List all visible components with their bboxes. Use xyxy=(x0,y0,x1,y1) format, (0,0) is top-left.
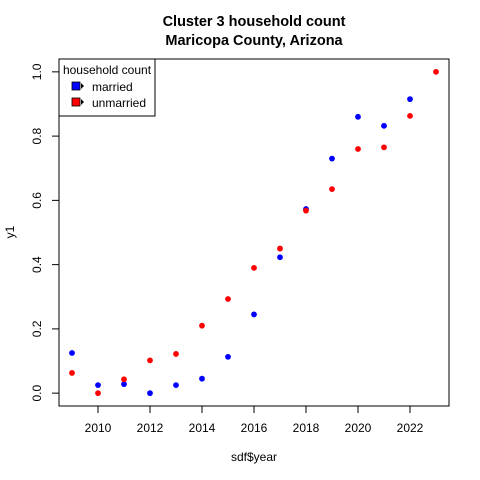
x-axis: 2010 2012 2014 2016 2018 2020 2022 xyxy=(85,405,424,435)
point-unmarried xyxy=(407,112,413,119)
point-unmarried xyxy=(329,186,335,193)
legend-label-unmarried: unmarried xyxy=(92,96,146,110)
point-married xyxy=(95,382,101,389)
x-tick-label: 2018 xyxy=(293,421,320,435)
y-axis: 0.0 0.2 0.4 0.6 0.8 1.0 xyxy=(30,63,60,401)
legend-label-married: married xyxy=(92,80,133,94)
x-axis-label: sdf$year xyxy=(231,450,277,464)
point-unmarried xyxy=(199,322,205,329)
y-tick-label: 1.0 xyxy=(30,63,44,80)
legend: household count married unmarried xyxy=(58,58,156,117)
point-married xyxy=(355,113,361,120)
legend-marker-unmarried xyxy=(81,99,84,105)
x-tick-label: 2012 xyxy=(137,421,164,435)
legend-title: household count xyxy=(63,63,152,77)
y-tick-label: 0.8 xyxy=(30,127,44,144)
y-tick-label: 0.2 xyxy=(30,320,44,337)
y-axis-label: y1 xyxy=(3,225,17,238)
point-unmarried xyxy=(225,296,231,302)
point-married xyxy=(199,375,205,382)
point-married xyxy=(147,390,153,397)
data-points xyxy=(69,68,439,397)
point-married xyxy=(277,254,283,261)
point-unmarried xyxy=(433,68,439,75)
x-tick-label: 2014 xyxy=(189,421,216,435)
legend-swatch-married xyxy=(71,81,81,91)
point-married xyxy=(225,353,231,360)
point-married xyxy=(381,122,387,129)
y-tick-label: 0.6 xyxy=(30,192,44,209)
x-tick-label: 2010 xyxy=(85,421,112,435)
point-unmarried xyxy=(147,357,153,364)
x-tick-label: 2022 xyxy=(397,421,424,435)
point-unmarried xyxy=(173,351,179,357)
point-married xyxy=(121,381,127,388)
point-unmarried xyxy=(355,146,361,152)
point-unmarried xyxy=(381,144,387,151)
x-tick-label: 2016 xyxy=(241,421,268,435)
y-tick-label: 0.0 xyxy=(30,384,44,401)
point-unmarried xyxy=(121,376,127,383)
chart-title: Cluster 3 household count xyxy=(163,14,346,30)
point-married xyxy=(407,96,413,103)
point-unmarried xyxy=(69,370,75,376)
point-married xyxy=(251,311,257,318)
point-unmarried xyxy=(251,264,257,271)
point-unmarried xyxy=(95,390,101,397)
point-married xyxy=(69,350,75,356)
point-married xyxy=(329,155,335,162)
point-unmarried xyxy=(303,207,309,214)
legend-marker-married xyxy=(81,83,84,89)
chart-subtitle: Maricopa County, Arizona xyxy=(165,33,343,49)
x-tick-label: 2020 xyxy=(345,421,372,435)
y-tick-label: 0.4 xyxy=(30,256,44,273)
point-unmarried xyxy=(277,245,283,252)
point-married xyxy=(173,382,179,389)
legend-swatch-unmarried xyxy=(71,97,81,107)
